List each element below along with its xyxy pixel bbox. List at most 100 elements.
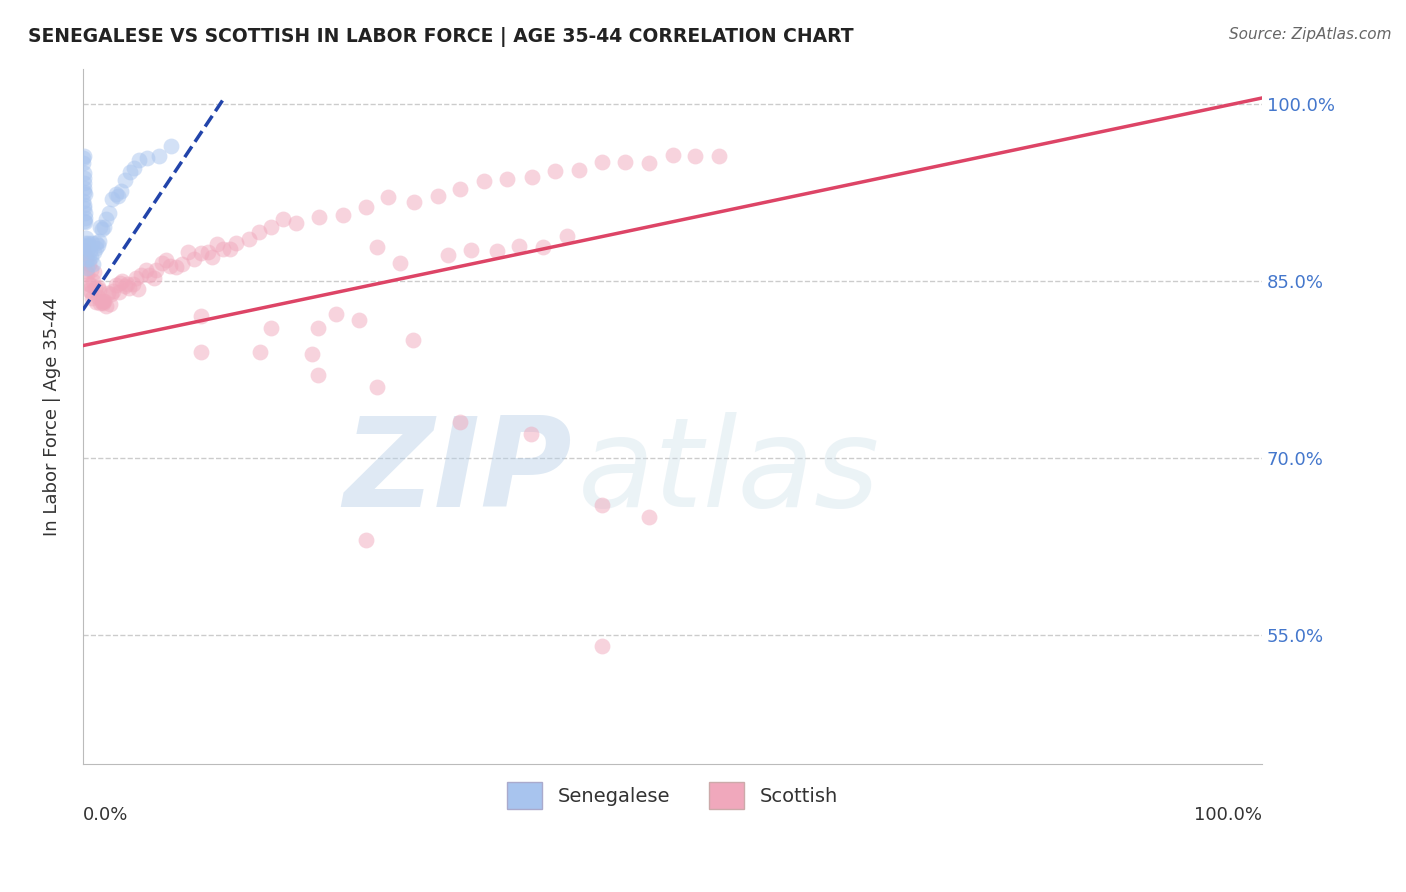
Point — [472, 174, 495, 188]
Point — [637, 509, 659, 524]
Point — [73, 215, 96, 229]
Text: 0.0%: 0.0% — [83, 806, 128, 824]
Point — [347, 313, 370, 327]
Point — [125, 270, 148, 285]
Point — [105, 186, 128, 201]
Point — [135, 263, 157, 277]
Point — [685, 149, 707, 163]
Point — [201, 250, 224, 264]
Point — [77, 277, 100, 291]
Point — [89, 296, 111, 310]
Point — [76, 267, 98, 281]
Point — [87, 290, 110, 304]
Point — [97, 205, 120, 219]
Point — [591, 498, 613, 512]
Point — [73, 171, 96, 186]
Point — [73, 206, 96, 220]
Point — [90, 222, 112, 236]
Point — [160, 139, 183, 153]
Text: Source: ZipAtlas.com: Source: ZipAtlas.com — [1229, 27, 1392, 42]
Point — [325, 307, 347, 321]
Point — [93, 294, 115, 309]
Point — [426, 189, 449, 203]
Point — [96, 299, 118, 313]
Point — [117, 277, 139, 292]
Point — [89, 220, 111, 235]
Point — [91, 296, 114, 310]
Point — [114, 279, 136, 293]
Point — [155, 252, 177, 267]
Point — [142, 270, 165, 285]
Point — [93, 220, 115, 235]
Point — [544, 164, 567, 178]
Point — [128, 153, 150, 168]
Point — [460, 243, 482, 257]
Point — [87, 280, 110, 294]
Point — [568, 163, 591, 178]
Point — [129, 268, 152, 282]
Point — [87, 234, 110, 248]
Point — [80, 235, 103, 250]
Point — [159, 260, 181, 274]
Point — [83, 265, 105, 279]
Point — [437, 248, 460, 262]
Point — [449, 415, 471, 429]
Point — [90, 295, 112, 310]
Point — [662, 148, 685, 162]
Point — [79, 263, 101, 277]
Point — [172, 257, 194, 271]
Point — [377, 190, 399, 204]
Point — [205, 237, 228, 252]
Point — [107, 285, 129, 300]
Point — [107, 189, 129, 203]
Point — [79, 244, 101, 259]
Point — [83, 244, 105, 259]
Point — [72, 194, 94, 208]
Point — [72, 186, 94, 200]
Point — [82, 274, 104, 288]
Point — [76, 252, 98, 267]
Point — [84, 281, 107, 295]
Point — [402, 333, 425, 347]
Point — [118, 165, 141, 179]
Point — [72, 181, 94, 195]
Point — [308, 210, 330, 224]
Point — [190, 245, 212, 260]
Point — [73, 236, 96, 251]
Point — [138, 268, 160, 282]
Point — [225, 235, 247, 250]
Point — [75, 240, 97, 254]
Point — [98, 297, 121, 311]
Point — [75, 250, 97, 264]
Point — [124, 161, 146, 175]
Point — [91, 293, 114, 308]
Point — [75, 252, 97, 266]
Point — [238, 232, 260, 246]
Point — [332, 208, 354, 222]
Point — [165, 260, 187, 275]
Point — [183, 252, 205, 266]
Point — [614, 155, 637, 169]
Point — [249, 344, 271, 359]
Point — [177, 244, 200, 259]
Point — [485, 244, 508, 259]
Point — [77, 235, 100, 250]
Point — [354, 533, 377, 548]
Point — [73, 187, 96, 202]
Point — [80, 285, 103, 299]
Point — [284, 216, 307, 230]
Point — [111, 273, 134, 287]
Point — [508, 239, 530, 253]
Point — [366, 239, 388, 253]
Point — [77, 241, 100, 255]
Point — [354, 200, 377, 214]
Point — [79, 252, 101, 267]
Point — [80, 277, 103, 292]
Point — [308, 321, 330, 335]
Point — [72, 239, 94, 253]
Point — [260, 219, 283, 234]
Point — [82, 257, 104, 271]
Text: ZIP: ZIP — [343, 411, 572, 533]
Point — [114, 172, 136, 186]
Point — [150, 256, 173, 270]
